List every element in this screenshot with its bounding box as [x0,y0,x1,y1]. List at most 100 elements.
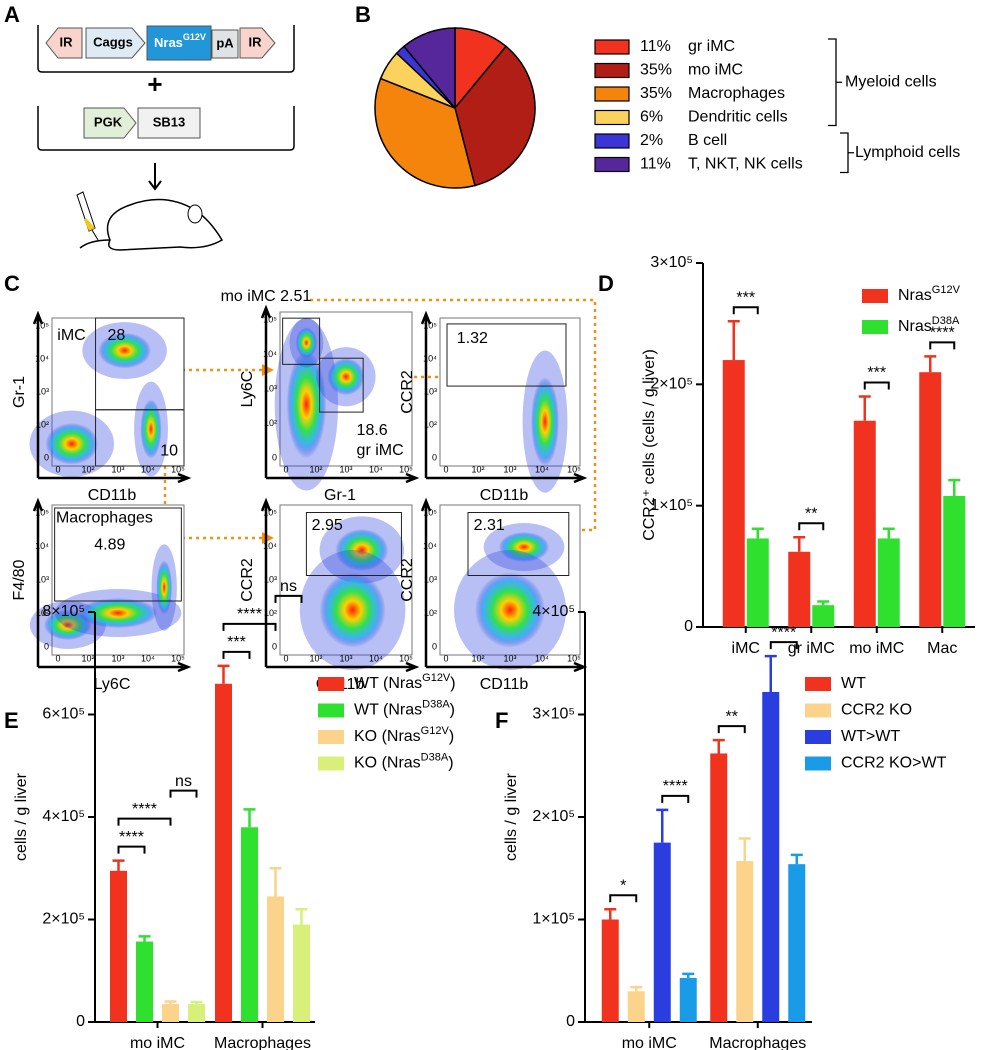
legend-swatch [594,109,630,126]
panel-label: C [4,271,20,296]
density [78,598,158,628]
legend-name: WT [841,675,866,692]
error-bar [269,867,282,897]
y-tick-label: 10⁵ [35,320,49,330]
legend-superscript: G12V [932,284,961,296]
significance-label: *** [227,634,246,651]
value-label: 11% [640,156,671,173]
mouse-ear [187,204,203,224]
x-tick-label: 0 [283,653,288,663]
error-bar [948,478,961,496]
transposase-box [137,107,201,139]
panel-label: D [598,271,614,296]
construct-a: IR Caggs NrasG12V pA IR + PGK SB13 [37,25,295,251]
x-axis-label: Ly6C [94,676,131,693]
significance-bracket [661,794,690,803]
significance-label: * [620,877,626,894]
y-tick-label: 10² [424,608,437,618]
x-tick-label: 10⁴ [141,464,155,474]
significance-bracket [732,306,759,315]
panel-label: B [355,2,371,27]
construct-label: Caggs [93,34,133,49]
bar [877,538,900,627]
legend-suffix: ) [450,702,455,719]
construct-label: IR [60,34,74,49]
x-tick-label: 10² [471,464,484,474]
gate [467,512,570,576]
legend-swatch [862,320,888,334]
y-tick-label: 0 [432,452,437,462]
y-axis-label: F4/80 [11,559,28,600]
needle [91,229,99,241]
legend-superscript: D38A [421,751,449,763]
value-label: 35% [640,62,672,79]
legend-name: KO (Nras [354,728,421,745]
bar [110,870,127,1022]
y-tick-label: 4×10⁵ [532,603,575,620]
y-tick-label: 8×10⁵ [42,603,85,620]
gate [282,317,321,365]
legend-suffix: ) [449,728,454,745]
x-tick-label: iMC [732,640,760,657]
gene-name: Nras [154,35,183,50]
x-tick-label: mo iMC [849,640,904,657]
legend-swatch [594,156,630,173]
x-tick-label: 10⁵ [567,464,581,474]
axis-arrow [260,304,272,478]
significance-bracket [609,894,638,903]
error-bar [764,654,777,692]
x-axis-label: CD11b [480,676,529,693]
bar [943,495,966,627]
significance-bracket [863,381,890,390]
error-bar [882,527,895,539]
x-tick-label: 10² [471,653,484,663]
group-label: Lymphoid cells [855,144,960,161]
axis-arrow [32,310,44,478]
bar [788,864,806,1022]
error-bar [138,935,151,942]
axis-arrow [266,661,420,673]
error-bar [630,985,643,992]
error-bar [712,738,725,754]
x-tick-label: 10⁴ [535,464,549,474]
gate-label: 4.89 [94,537,125,554]
gating-arrow [310,298,597,532]
x-tick-label: Mac [927,640,957,657]
arrowhead [262,364,274,376]
legend-label: T, NKT, NK cells [688,156,803,173]
legend-swatch [805,677,831,691]
gate [446,323,567,387]
x-tick-label: 10³ [503,653,516,663]
syringe-fluid [84,218,95,231]
y-tick-label: 10² [264,608,277,618]
legend-swatch [805,756,831,771]
error-bar [217,664,230,684]
y-tick-label: 0 [272,452,277,462]
y-tick-label: 0 [684,618,693,635]
y-tick-label: 10³ [424,574,437,584]
x-tick-label: 0 [283,464,288,474]
gate-label: 1.32 [457,330,488,347]
bar [679,977,697,1022]
y-tick-label: 0 [44,452,49,462]
x-tick-label: 10⁵ [171,464,185,474]
plasmid [37,106,295,151]
x-tick-label: 10⁵ [399,653,413,663]
x-tick-label: 10³ [111,464,124,474]
significance-bracket [769,641,798,650]
y-tick-label: 10³ [264,574,277,584]
density [45,423,99,465]
y-tick-label: 10⁴ [423,541,437,551]
density [327,358,365,396]
gate-label: iMC [57,327,85,344]
bar [722,360,745,627]
gate-label: 18.6 [357,422,388,439]
significance-label: ns [280,578,297,595]
error-bar [295,908,308,925]
x-tick-label: Macrophages [214,1035,311,1050]
gate [319,357,364,413]
value-label: 6% [640,109,663,126]
y-tick-label: 2×10⁵ [650,376,693,393]
x-tick-label: gr iMC [788,640,835,657]
legend-swatch [594,86,630,102]
